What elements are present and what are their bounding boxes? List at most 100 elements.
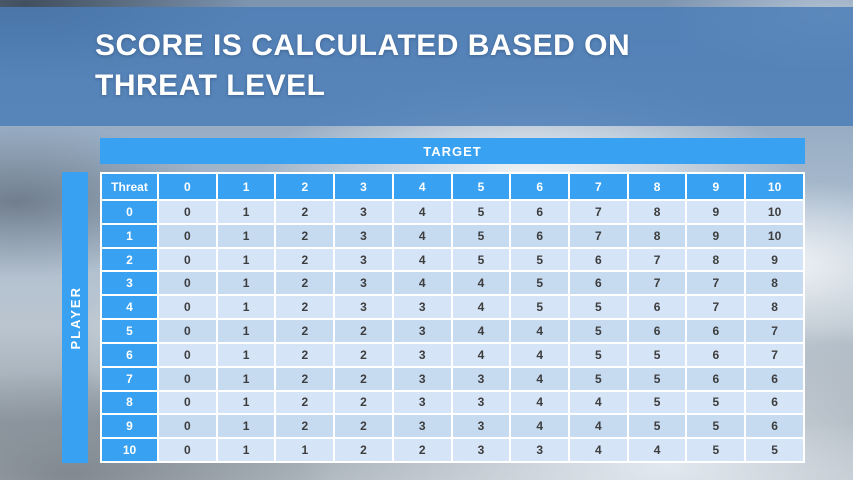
title-line-2: THREAT LEVEL	[95, 69, 326, 102]
score-cell: 6	[626, 294, 688, 321]
score-cell: 2	[274, 270, 336, 297]
target-column-header: 4	[391, 172, 453, 201]
threat-row-header: 1	[100, 222, 159, 249]
score-cell: 5	[685, 413, 747, 440]
score-cell: 2	[333, 437, 394, 463]
score-cell: 6	[509, 222, 571, 249]
score-cell: 2	[274, 246, 336, 273]
target-column-header: 10	[744, 172, 805, 201]
score-cell: 2	[274, 413, 336, 440]
score-cell: 6	[744, 389, 805, 416]
target-column-header: 1	[215, 172, 277, 201]
score-cell: 9	[685, 199, 747, 225]
score-cell: 2	[274, 222, 336, 249]
threat-row-header: 5	[100, 318, 159, 344]
score-cell: 6	[685, 318, 747, 344]
score-cell: 1	[274, 437, 336, 463]
score-cell: 4	[568, 413, 629, 440]
score-cell: 3	[391, 389, 453, 416]
score-cell: 0	[157, 222, 218, 249]
score-cell: 8	[626, 222, 688, 249]
threat-row-header: 9	[100, 413, 159, 440]
score-cell: 4	[509, 365, 571, 392]
player-label: PLAYER	[67, 285, 83, 350]
score-cell: 6	[568, 246, 629, 273]
table-row: 10 0 1 1 2 2 3 3 4 4 5 5	[100, 437, 805, 463]
score-cell: 4	[509, 389, 571, 416]
score-cell: 3	[333, 270, 394, 297]
score-cell: 1	[215, 222, 277, 249]
score-cell: 0	[157, 341, 218, 368]
score-cell: 4	[626, 437, 688, 463]
score-cell: 2	[274, 199, 336, 225]
score-cell: 3	[333, 199, 394, 225]
score-cell: 7	[626, 270, 688, 297]
score-cell: 2	[274, 365, 336, 392]
score-cell: 8	[685, 246, 747, 273]
score-cell: 2	[333, 365, 394, 392]
score-cell: 8	[744, 270, 805, 297]
score-cell: 4	[509, 341, 571, 368]
threat-row-header: 4	[100, 294, 159, 321]
score-cell: 7	[685, 270, 747, 297]
score-cell: 4	[450, 270, 512, 297]
score-cell: 1	[215, 318, 277, 344]
score-cell: 6	[744, 413, 805, 440]
score-cell: 1	[215, 389, 277, 416]
score-cell: 2	[333, 389, 394, 416]
score-cell: 0	[157, 413, 218, 440]
score-cell: 4	[391, 199, 453, 225]
score-cell: 1	[215, 341, 277, 368]
score-cell: 3	[333, 222, 394, 249]
score-cell: 3	[333, 246, 394, 273]
score-cell: 0	[157, 199, 218, 225]
score-cell: 5	[509, 270, 571, 297]
threat-row-header: 3	[100, 270, 159, 297]
score-cell: 2	[333, 413, 394, 440]
score-cell: 4	[450, 294, 512, 321]
score-cell: 7	[568, 199, 629, 225]
score-cell: 6	[685, 365, 747, 392]
score-cell: 5	[744, 437, 805, 463]
target-column-header: 8	[626, 172, 688, 201]
score-cell: 9	[685, 222, 747, 249]
score-cell: 0	[157, 365, 218, 392]
threat-row-header: 2	[100, 246, 159, 273]
score-cell: 2	[391, 437, 453, 463]
score-cell: 5	[509, 294, 571, 321]
score-cell: 4	[450, 341, 512, 368]
score-cell: 5	[568, 341, 629, 368]
score-cell: 1	[215, 294, 277, 321]
score-cell: 3	[450, 365, 512, 392]
score-cell: 0	[157, 437, 218, 463]
score-cell: 4	[391, 222, 453, 249]
score-cell: 3	[391, 318, 453, 344]
score-cell: 5	[450, 222, 512, 249]
target-column-header: 6	[509, 172, 571, 201]
score-cell: 9	[744, 246, 805, 273]
threat-corner-header: Threat	[100, 172, 159, 201]
score-cell: 5	[568, 318, 629, 344]
score-cell: 0	[157, 270, 218, 297]
score-cell: 7	[744, 318, 805, 344]
player-header-bar: PLAYER	[62, 172, 88, 463]
score-cell: 5	[626, 365, 688, 392]
target-column-header: 9	[685, 172, 747, 201]
score-cell: 4	[509, 413, 571, 440]
target-column-header: 3	[333, 172, 394, 201]
score-cell: 3	[450, 437, 512, 463]
score-cell: 5	[626, 389, 688, 416]
score-cell: 4	[450, 318, 512, 344]
score-cell: 1	[215, 199, 277, 225]
score-cell: 4	[568, 389, 629, 416]
score-cell: 1	[215, 437, 277, 463]
target-label: TARGET	[423, 143, 482, 159]
score-cell: 6	[626, 318, 688, 344]
score-cell: 5	[626, 341, 688, 368]
score-cell: 1	[215, 270, 277, 297]
score-cell: 1	[215, 365, 277, 392]
score-cell: 5	[568, 294, 629, 321]
